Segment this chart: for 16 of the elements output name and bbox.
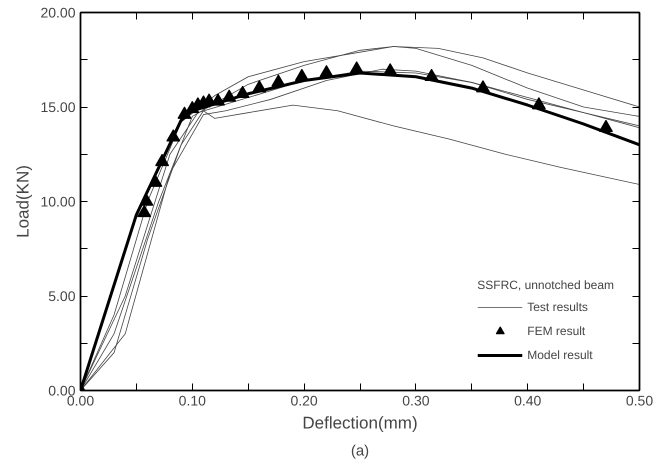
x-tick-label: 0.50 <box>626 392 654 408</box>
x-tick-label: 0.40 <box>514 392 542 408</box>
y-axis-title: Load(KN) <box>13 165 32 238</box>
legend-label: FEM result <box>527 324 586 338</box>
x-tick-label: 0.10 <box>178 392 206 408</box>
y-tick-label: 15.00 <box>40 99 76 115</box>
legend-label: Test results <box>527 300 588 314</box>
x-axis-title: Deflection(mm) <box>302 414 418 432</box>
y-tick-label: 5.00 <box>48 288 76 304</box>
x-tick-label: 0.20 <box>290 392 318 408</box>
legend-label: Model result <box>527 348 593 362</box>
y-tick-label: 20.00 <box>40 4 76 20</box>
y-tick-label: 10.00 <box>40 194 76 210</box>
x-tick-label: 0.30 <box>402 392 430 408</box>
text: (a) <box>350 442 370 460</box>
legend-title: SSFRC, unnotched beam <box>477 278 614 292</box>
